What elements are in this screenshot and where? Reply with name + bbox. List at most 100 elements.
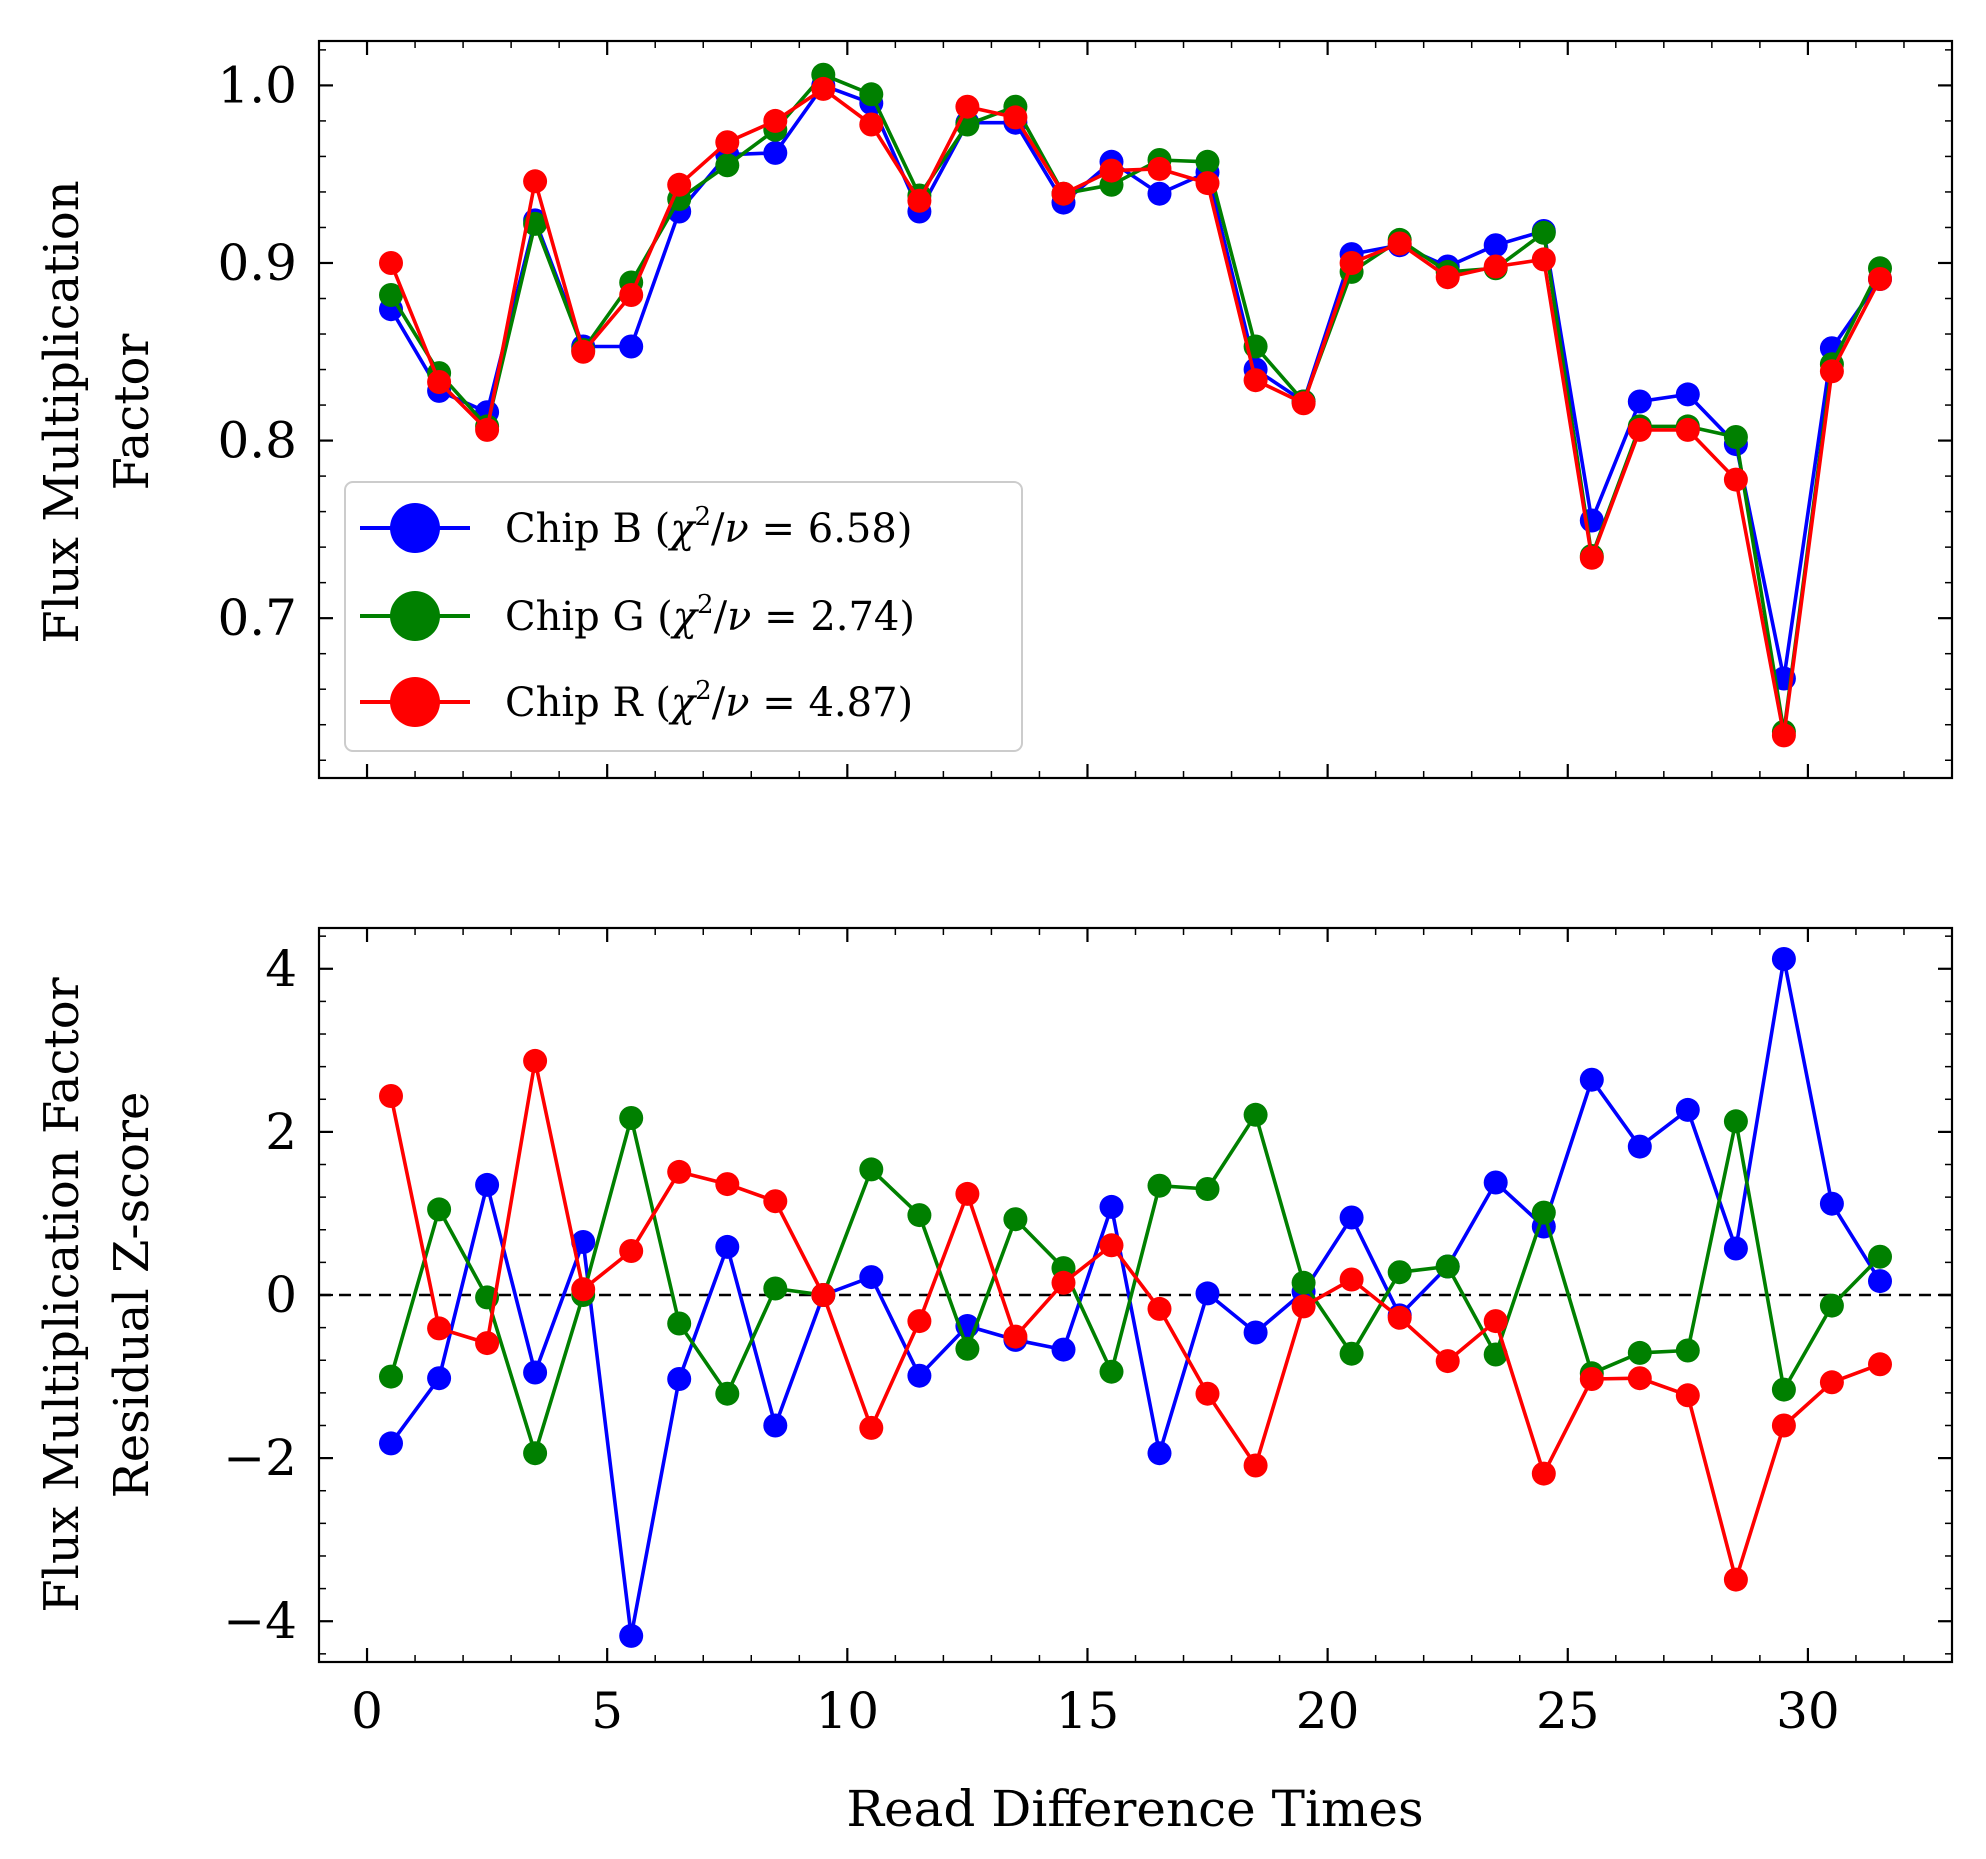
legend: Chip B (χ2/ν = 6.58) Chip G (χ2/ν = 2.74… [344,481,1023,752]
bottom-data-point-g [1147,1173,1172,1198]
top-data-point-g [1723,425,1748,449]
bottom-data-point-b [1579,1067,1604,1092]
bottom-data-point-g [1339,1341,1364,1366]
bottom-data-point-b [619,1623,644,1648]
bottom-data-point-b [1723,1236,1748,1261]
bottom-data-point-r [379,1084,403,1108]
legend-marker-chip-g [390,591,440,641]
bottom-data-point-g [427,1197,452,1222]
top-data-point-r [1243,368,1268,393]
top-data-point-r [1147,156,1172,181]
bottom-data-point-b [475,1172,500,1197]
bottom-data-point-r [1627,1366,1652,1391]
bottom-data-point-r [1387,1305,1412,1330]
bottom-series-group [379,947,1892,1648]
legend-entry-chip-r: Chip R (χ2/ν = 4.87) [360,676,913,727]
bottom-data-point-r [1243,1453,1268,1478]
x-tick-label: 15 [1056,1682,1120,1740]
bottom-data-point-b [1195,1281,1220,1306]
bottom-data-point-r [955,1181,980,1206]
bottom-data-point-r [667,1159,692,1184]
top-data-point-b [1483,233,1508,258]
top-data-point-r [715,130,740,155]
top-data-point-r [379,251,403,275]
top-data-point-r [1291,391,1316,416]
top-data-point-r [1627,417,1652,442]
bottom-data-point-g [523,1441,548,1466]
top-data-point-b [763,140,788,165]
bottom-data-point-g [1003,1207,1028,1232]
bottom-y-axis-label-line-2: Residual Z-score [104,1092,160,1499]
bottom-data-point-g [1868,1244,1892,1269]
top-data-point-r [1387,231,1412,256]
top-data-point-b [1675,382,1700,407]
bottom-data-point-b [763,1413,788,1438]
top-data-point-r [1675,417,1700,442]
bottom-data-point-r [1819,1370,1844,1395]
top-data-point-r [1051,181,1076,206]
bottom-data-point-b [1483,1170,1508,1195]
top-data-point-g [379,283,403,307]
bottom-data-point-g [1675,1338,1700,1363]
bottom-data-point-r [1195,1381,1220,1406]
top-data-point-r [907,188,932,213]
y-tick-label: 1.0 [217,56,297,114]
y-tick-label: 4 [265,940,297,998]
top-data-point-b [1627,389,1652,414]
top-y-tick-labels: 0.7 0.8 0.9 1.0 [217,56,297,647]
bottom-data-point-g [955,1336,980,1361]
bottom-data-point-r [811,1283,836,1307]
y-tick-label: −2 [223,1429,297,1487]
bottom-data-point-b [1051,1337,1076,1362]
top-data-point-r [811,76,836,101]
y-tick-label: 2 [265,1103,297,1161]
bottom-data-point-r [1099,1233,1124,1258]
bottom-data-point-g [1723,1109,1748,1134]
top-data-point-r [955,94,980,119]
bottom-data-point-r [571,1277,596,1302]
top-data-point-g [1531,220,1556,245]
x-tick-label: 5 [591,1682,623,1740]
top-data-point-r [763,108,788,133]
top-data-point-b [1147,181,1172,206]
bottom-panel: −4 −2 0 2 4 0 5 10 15 20 25 30 Flux Multiplication… [34,926,1954,1838]
top-data-point-r [571,339,596,364]
y-tick-label: 0.7 [217,589,297,647]
bottom-data-point-g [1291,1270,1316,1295]
bottom-data-point-b [523,1360,548,1385]
top-data-point-r [1868,267,1892,291]
bottom-data-point-b [1675,1097,1700,1122]
top-data-point-b [619,334,644,359]
bottom-data-point-g [1531,1200,1556,1225]
bottom-data-point-r [715,1172,740,1197]
top-data-point-r [1531,247,1556,272]
top-data-point-r [475,417,500,442]
bottom-data-point-g [1483,1342,1508,1367]
bottom-data-point-b [1099,1194,1124,1219]
top-data-point-g [1195,149,1220,174]
bottom-plot-frame [317,926,1954,1664]
top-data-point-r [523,169,548,194]
x-tick-label: 25 [1536,1682,1600,1740]
bottom-series-line-b [389,957,1882,1638]
bottom-data-point-r [1483,1309,1508,1334]
top-data-point-r [859,112,884,137]
bottom-y-axis-label-line-1: Flux Multiplication Factor [34,977,90,1612]
bottom-data-point-r [475,1331,500,1356]
x-tick-label: 30 [1776,1682,1840,1740]
bottom-data-point-b [1771,947,1796,971]
bottom-data-point-r [1868,1352,1892,1377]
bottom-data-point-b [379,1431,403,1456]
bottom-data-point-g [1387,1260,1412,1285]
legend-entry-chip-g: Chip G (χ2/ν = 2.74) [360,590,915,641]
bottom-data-point-g [1771,1377,1796,1402]
bottom-y-tick-labels: −4 −2 0 2 4 [223,940,297,1650]
legend-label-chip-g: Chip G (χ2/ν = 2.74) [505,590,915,640]
bottom-data-point-r [859,1415,884,1440]
bottom-data-point-r [763,1189,788,1214]
top-data-point-r [1195,171,1220,196]
bottom-data-point-g [619,1106,644,1130]
bottom-data-point-b [715,1234,740,1259]
top-y-axis-label-line-1: Flux Multiplication [34,180,90,643]
